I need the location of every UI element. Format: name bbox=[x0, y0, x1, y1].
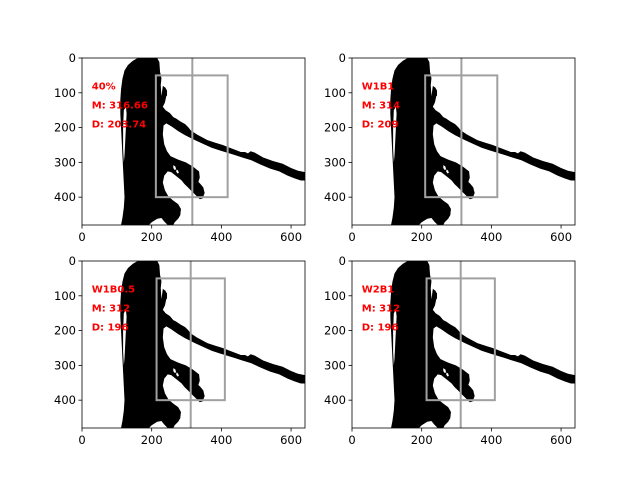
subplot-2: W1B1 M: 314 D: 209 0 200 400 600 0 100 200 300 400 bbox=[324, 51, 576, 244]
y-tick-label: 300 bbox=[54, 358, 76, 372]
annotation-text: D: 203.74 bbox=[92, 120, 146, 131]
x-tick-label: 600 bbox=[280, 230, 302, 244]
y-tick-label: 100 bbox=[54, 86, 76, 100]
x-tick-label: 0 bbox=[348, 230, 355, 244]
x-tick-label: 600 bbox=[280, 433, 302, 447]
annotation-text: M: 314 bbox=[362, 100, 400, 111]
x-tick-label: 0 bbox=[78, 433, 85, 447]
y-tick-label: 400 bbox=[324, 190, 346, 204]
annotation-text: W1B0.5 bbox=[92, 284, 135, 295]
y-tick-label: 300 bbox=[324, 155, 346, 169]
x-tick-label: 200 bbox=[411, 230, 433, 244]
y-tick-label: 100 bbox=[324, 86, 346, 100]
y-tick-label: 300 bbox=[54, 155, 76, 169]
annotation-text: M: 312 bbox=[362, 303, 400, 314]
x-tick-label: 0 bbox=[78, 230, 85, 244]
y-tick-label: 0 bbox=[339, 51, 346, 65]
axes-frame bbox=[351, 260, 576, 429]
y-tick-label: 100 bbox=[54, 289, 76, 303]
axes-frame bbox=[81, 260, 306, 429]
subplot-3: W1B0.5 M: 312 D: 196 0 200 400 600 0 100 200 300 40… bbox=[54, 254, 306, 447]
annotation-text: M: 312 bbox=[92, 303, 130, 314]
y-tick-label: 200 bbox=[54, 324, 76, 338]
y-tick-label: 200 bbox=[54, 121, 76, 135]
x-tick-label: 600 bbox=[550, 433, 572, 447]
annotation-text: W1B1 bbox=[362, 81, 395, 92]
annotation-text: D: 209 bbox=[362, 120, 399, 131]
y-tick-label: 300 bbox=[324, 358, 346, 372]
x-tick-label: 200 bbox=[141, 230, 163, 244]
axes-frame bbox=[81, 57, 306, 226]
y-tick-label: 100 bbox=[324, 289, 346, 303]
x-tick-label: 200 bbox=[411, 433, 433, 447]
x-tick-label: 400 bbox=[480, 433, 502, 447]
y-tick-label: 400 bbox=[54, 190, 76, 204]
annotation-text: D: 196 bbox=[92, 323, 129, 334]
x-tick-label: 400 bbox=[210, 230, 232, 244]
annotation-text: W2B1 bbox=[362, 284, 395, 295]
y-tick-label: 0 bbox=[69, 51, 76, 65]
subplot-1: 40% M: 316.66 D: 203.74 0 200 400 600 0 100 200 30… bbox=[54, 51, 306, 244]
y-tick-label: 400 bbox=[54, 393, 76, 407]
y-tick-label: 200 bbox=[324, 121, 346, 135]
annotation-text: M: 316.66 bbox=[92, 100, 148, 111]
subplot-4: W2B1 M: 312 D: 196 0 200 400 600 0 100 200 300 400 bbox=[324, 254, 576, 447]
x-tick-label: 200 bbox=[141, 433, 163, 447]
x-tick-label: 400 bbox=[210, 433, 232, 447]
y-tick-label: 0 bbox=[339, 254, 346, 268]
axes-frame bbox=[351, 57, 576, 226]
y-tick-label: 200 bbox=[324, 324, 346, 338]
x-tick-label: 400 bbox=[480, 230, 502, 244]
y-tick-label: 0 bbox=[69, 254, 76, 268]
annotation-text: D: 196 bbox=[362, 323, 399, 334]
x-tick-label: 0 bbox=[348, 433, 355, 447]
y-tick-label: 400 bbox=[324, 393, 346, 407]
x-tick-label: 600 bbox=[550, 230, 572, 244]
annotation-text: 40% bbox=[92, 81, 116, 92]
